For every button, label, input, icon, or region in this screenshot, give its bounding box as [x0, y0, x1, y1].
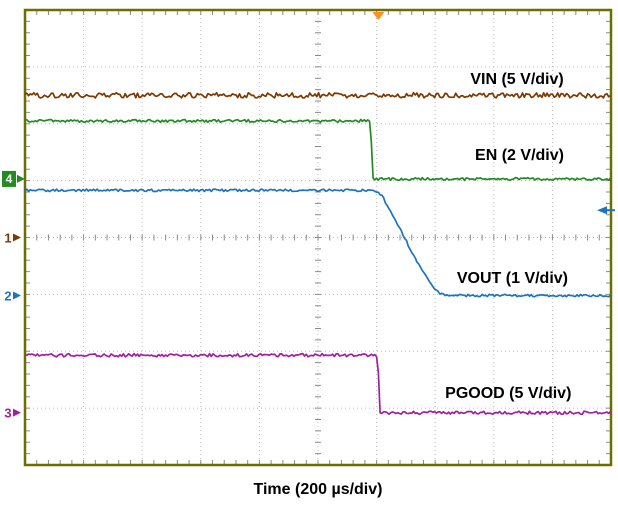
- channel-marker-2: 2: [4, 289, 21, 304]
- trigger-marker: [372, 12, 385, 20]
- channel-marker-1: 1: [4, 231, 21, 246]
- svg-text:4: 4: [6, 172, 13, 186]
- trace-pgood: [24, 352, 612, 416]
- trace-label-vin: VIN (5 V/div): [470, 71, 563, 88]
- trace-en: [24, 118, 612, 182]
- trace-vin: [24, 91, 611, 99]
- trace-label-en: EN (2 V/div): [475, 147, 564, 164]
- x-axis-label: Time (200 µs/div): [254, 481, 383, 498]
- svg-text:3: 3: [4, 406, 11, 421]
- trace-label-vout: VOUT (1 V/div): [457, 270, 568, 287]
- trace-vout: [24, 188, 611, 298]
- graticule: [25, 10, 611, 465]
- trace-label-pgood: PGOOD (5 V/div): [445, 385, 571, 402]
- svg-text:2: 2: [4, 289, 11, 304]
- plot-frame: [23, 8, 613, 467]
- channel-marker-3: 3: [4, 406, 21, 421]
- right-reference-arrow: [597, 206, 615, 215]
- svg-text:1: 1: [4, 231, 11, 246]
- channel-marker-4: 4: [2, 170, 25, 187]
